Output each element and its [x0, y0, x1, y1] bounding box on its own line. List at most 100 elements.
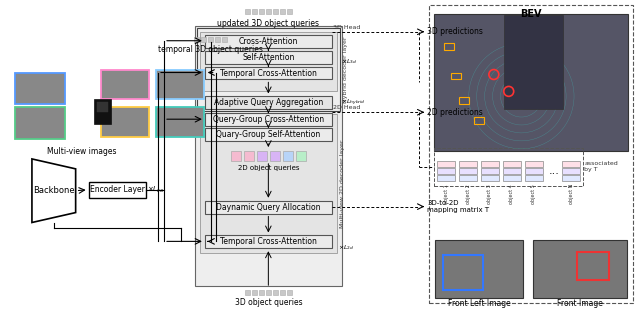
Text: 3D Head: 3D Head: [333, 25, 360, 30]
Text: Cross-Attention: Cross-Attention: [239, 37, 298, 46]
Bar: [195, 37, 199, 42]
Bar: [252, 290, 257, 295]
Bar: [102, 107, 149, 137]
Bar: [93, 99, 111, 124]
Text: object 2: object 2: [465, 184, 470, 203]
Bar: [577, 252, 609, 280]
Text: Daynamic Query Allocation: Daynamic Query Allocation: [216, 203, 321, 212]
Text: Temporal Cross-Attention: Temporal Cross-Attention: [220, 69, 317, 78]
Bar: [208, 37, 213, 42]
Bar: [15, 107, 65, 139]
Bar: [273, 9, 278, 14]
Bar: [451, 73, 461, 79]
Bar: [287, 290, 292, 295]
Bar: [525, 161, 543, 167]
Bar: [280, 9, 285, 14]
Bar: [205, 113, 332, 126]
Bar: [532, 240, 627, 298]
Bar: [231, 151, 241, 161]
Bar: [156, 107, 204, 137]
Bar: [259, 290, 264, 295]
Bar: [434, 14, 628, 151]
Text: Self-Attention: Self-Attention: [242, 53, 294, 62]
Bar: [102, 69, 149, 99]
Bar: [245, 290, 250, 295]
Bar: [444, 43, 454, 50]
Bar: [205, 35, 332, 48]
Bar: [205, 51, 332, 64]
Text: 3D object queries: 3D object queries: [234, 298, 302, 307]
Text: Multi-view images: Multi-view images: [47, 147, 116, 156]
Bar: [481, 161, 499, 167]
Bar: [266, 290, 271, 295]
Bar: [481, 168, 499, 174]
Bar: [245, 9, 250, 14]
Text: temporal 3D object queries: temporal 3D object queries: [158, 45, 263, 54]
Text: object 3: object 3: [487, 184, 492, 203]
Bar: [503, 168, 521, 174]
Bar: [252, 9, 257, 14]
Bar: [205, 96, 332, 109]
Bar: [435, 240, 523, 298]
Bar: [503, 161, 521, 167]
Text: object N: object N: [569, 184, 574, 204]
Bar: [283, 151, 292, 161]
Bar: [222, 37, 227, 42]
Bar: [197, 28, 340, 111]
Bar: [15, 73, 65, 104]
Bar: [503, 175, 521, 181]
Text: Multi-view 2D decoder layer: Multi-view 2D decoder layer: [340, 140, 345, 228]
Text: object 1: object 1: [444, 184, 449, 203]
Text: ...: ...: [548, 166, 559, 176]
Bar: [156, 69, 204, 99]
Bar: [525, 168, 543, 174]
Bar: [88, 182, 146, 198]
Bar: [259, 9, 264, 14]
Text: Quary-Group Self-Attention: Quary-Group Self-Attention: [216, 130, 321, 139]
Bar: [429, 5, 633, 303]
Text: Hybrid decoder layer: Hybrid decoder layer: [343, 36, 348, 103]
Bar: [563, 175, 580, 181]
Text: 2D Head: 2D Head: [333, 105, 360, 110]
Bar: [525, 175, 543, 181]
Text: Backbone: Backbone: [33, 186, 75, 195]
Bar: [273, 290, 278, 295]
Bar: [97, 102, 108, 112]
Bar: [205, 201, 332, 214]
Text: Adaptive Query Aggregation: Adaptive Query Aggregation: [214, 98, 323, 107]
Bar: [257, 151, 267, 161]
Bar: [437, 161, 455, 167]
Bar: [296, 151, 305, 161]
Text: Temporal Cross-Attention: Temporal Cross-Attention: [220, 237, 317, 246]
Text: $\times L_{ca}$: $\times L_{ca}$: [147, 185, 164, 195]
Text: $\times L_{3d}$: $\times L_{3d}$: [341, 57, 357, 66]
Text: $\times L_{2d}$: $\times L_{2d}$: [338, 243, 354, 252]
Bar: [474, 117, 484, 124]
Bar: [459, 168, 477, 174]
Bar: [202, 37, 206, 42]
Text: object 4: object 4: [509, 184, 514, 203]
Bar: [563, 161, 580, 167]
Bar: [437, 168, 455, 174]
Bar: [280, 290, 285, 295]
Text: 3D-to-2D
mapping matrix T: 3D-to-2D mapping matrix T: [428, 200, 490, 213]
Text: $\times L_{hybrid}$: $\times L_{hybrid}$: [341, 98, 365, 108]
Text: associated
by T: associated by T: [584, 162, 618, 172]
Text: Query-Group Cross-Attention: Query-Group Cross-Attention: [212, 115, 324, 124]
Text: Front Left Image: Front Left Image: [447, 299, 510, 308]
Text: Encoder Layer: Encoder Layer: [90, 185, 145, 194]
Bar: [443, 255, 483, 290]
Text: 2D predictions: 2D predictions: [428, 108, 483, 117]
Bar: [205, 235, 332, 248]
Text: object 5: object 5: [531, 184, 536, 203]
Bar: [563, 168, 580, 174]
Bar: [287, 9, 292, 14]
Bar: [434, 148, 583, 186]
Text: Front Image: Front Image: [557, 299, 603, 308]
Text: BEV: BEV: [520, 9, 542, 19]
Bar: [200, 32, 337, 91]
Bar: [437, 175, 455, 181]
Text: 3D predictions: 3D predictions: [428, 27, 483, 36]
Text: updated 3D object queries: updated 3D object queries: [218, 19, 319, 28]
Bar: [215, 37, 220, 42]
